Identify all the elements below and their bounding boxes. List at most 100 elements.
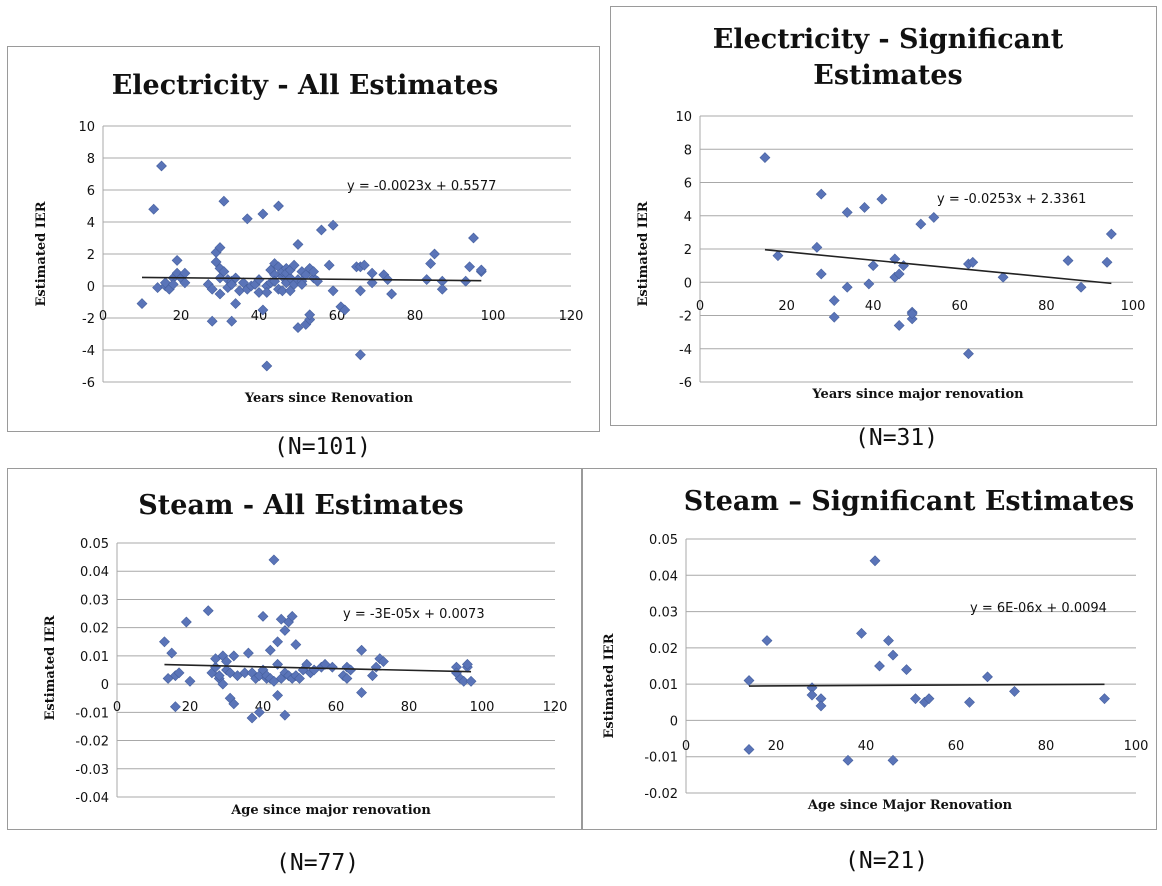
x-tick-label: 0 <box>682 739 690 754</box>
trendline <box>748 683 1105 687</box>
data-point <box>169 701 181 713</box>
x-tick-label: 80 <box>407 309 424 324</box>
data-point <box>841 207 853 218</box>
data-point <box>241 213 253 225</box>
data-point <box>828 295 840 306</box>
y-axis-label: Estimated IER <box>43 615 58 720</box>
data-point <box>893 268 905 280</box>
data-point <box>173 667 185 679</box>
chart-title: Electricity - Significant <box>713 24 1064 55</box>
x-tick-label: 20 <box>778 299 795 314</box>
x-tick-label: 60 <box>952 299 969 314</box>
data-point <box>436 283 448 295</box>
data-point <box>883 635 894 647</box>
data-point <box>893 320 905 331</box>
data-point <box>1075 281 1087 293</box>
data-point <box>257 208 269 220</box>
data-point <box>906 308 918 320</box>
x-axis-label: Age since major renovation <box>230 803 431 818</box>
data-point <box>378 656 389 667</box>
trendline-equation: y = -0.0253x + 2.3361 <box>937 192 1086 207</box>
y-tick-label: 6 <box>684 177 692 192</box>
data-point <box>425 258 437 270</box>
data-point <box>246 712 258 724</box>
y-tick-label: -2 <box>679 310 692 325</box>
data-point <box>156 160 167 172</box>
data-point <box>458 675 470 687</box>
y-tick-label: -6 <box>679 376 692 391</box>
data-point <box>356 644 367 656</box>
data-point <box>253 706 265 718</box>
y-tick-label: 4 <box>684 210 692 225</box>
y-tick-label: 0.02 <box>80 622 109 637</box>
n-label-electricity-significant: (N=31) <box>855 425 939 451</box>
data-point <box>811 241 823 253</box>
y-tick-label: 2 <box>684 243 692 258</box>
chart-panel-steam-significant: Steam – Significant Estimates -0.02 -0.01 0… <box>582 468 1157 830</box>
y-tick-label: 0 <box>670 714 678 729</box>
data-point <box>279 625 291 636</box>
x-tick-label: 40 <box>858 739 875 754</box>
data-point <box>367 670 378 682</box>
data-point <box>171 254 183 266</box>
y-tick-label: -0.03 <box>75 763 109 778</box>
data-point <box>874 660 885 672</box>
data-point <box>213 670 225 682</box>
y-axis-label: Estimated IER <box>602 633 617 738</box>
x-tick-label: 80 <box>1038 739 1055 754</box>
data-point <box>288 259 300 271</box>
data-point <box>226 315 238 327</box>
trendline-equation: y = -3E-05x + 0.0073 <box>343 607 485 622</box>
data-point <box>206 315 218 327</box>
chart-panel-steam-all: Steam - All Estimates -0.04 -0.03 -0.02 -0.0… <box>7 468 582 830</box>
data-point <box>915 218 927 230</box>
data-point <box>326 661 338 673</box>
n-label-electricity-all: (N=101) <box>274 434 371 460</box>
y-tick-label: -4 <box>679 343 692 358</box>
data-point <box>273 200 284 212</box>
x-tick-label: 20 <box>182 700 199 715</box>
y-tick-label: -2 <box>82 312 95 327</box>
x-tick-label: 100 <box>1121 299 1146 314</box>
x-tick-label: 100 <box>481 309 506 324</box>
data-point <box>214 288 226 300</box>
trendline-equation: y = -0.0023x + 0.5577 <box>347 179 496 194</box>
data-point <box>806 689 818 701</box>
data-point <box>867 260 879 272</box>
data-point <box>910 693 921 705</box>
data-point <box>279 709 291 721</box>
data-point <box>967 256 979 268</box>
y-tick-label: -0.01 <box>644 751 678 766</box>
data-point <box>292 238 304 250</box>
data-point <box>218 195 230 207</box>
data-point <box>386 288 398 300</box>
y-tick-label: -0.02 <box>75 735 109 750</box>
data-point <box>294 673 305 684</box>
data-point <box>202 605 214 617</box>
data-point <box>292 322 304 334</box>
y-tick-label: -0.02 <box>644 787 678 802</box>
chart-title: Electricity - All Estimates <box>112 70 499 101</box>
data-point <box>315 224 327 236</box>
data-point <box>1009 685 1020 697</box>
chart-title: Steam - All Estimates <box>138 490 464 521</box>
y-tick-label: 2 <box>87 248 95 263</box>
data-point <box>761 635 773 647</box>
x-tick-label: 20 <box>173 309 190 324</box>
data-point <box>759 152 771 163</box>
data-point <box>304 309 316 321</box>
chart-svg-steam-significant: Steam – Significant Estimates -0.02 -0.01 0… <box>602 486 1148 813</box>
x-tick-label: 40 <box>865 299 882 314</box>
data-point <box>272 689 284 701</box>
data-point <box>815 700 827 712</box>
data-point <box>230 298 242 310</box>
x-tick-label: 20 <box>768 739 785 754</box>
data-point <box>366 267 378 279</box>
y-tick-label: 8 <box>684 143 692 158</box>
data-point <box>152 282 164 294</box>
data-point <box>923 693 935 705</box>
x-tick-label: 120 <box>559 309 584 324</box>
y-tick-label: 10 <box>675 110 692 125</box>
y-tick-label: -6 <box>82 376 95 391</box>
data-point <box>876 193 888 205</box>
